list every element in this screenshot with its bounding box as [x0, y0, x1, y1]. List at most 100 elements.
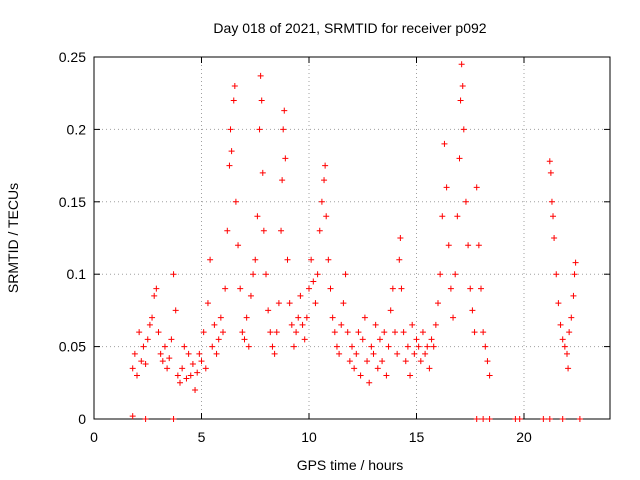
data-point — [374, 365, 381, 372]
data-point — [323, 213, 330, 220]
data-point — [471, 329, 478, 336]
data-point — [368, 343, 375, 350]
data-point — [357, 372, 364, 379]
data-point — [170, 271, 177, 278]
data-point — [230, 97, 237, 104]
data-point — [458, 61, 465, 68]
data-point — [185, 350, 192, 357]
data-point — [398, 285, 405, 292]
data-point — [129, 413, 136, 420]
data-point — [559, 336, 566, 343]
data-point — [177, 379, 183, 386]
data-point — [452, 271, 459, 278]
x-tick-label: 10 — [301, 429, 317, 445]
data-point — [570, 292, 577, 299]
data-point — [293, 329, 300, 336]
data-points — [129, 61, 583, 422]
data-point — [565, 365, 572, 372]
data-point — [540, 416, 547, 422]
data-point — [394, 350, 401, 357]
data-point — [140, 343, 147, 350]
data-point — [281, 107, 288, 114]
data-point — [189, 360, 196, 367]
data-point — [331, 329, 338, 336]
data-point — [322, 162, 329, 169]
data-point — [271, 350, 278, 357]
y-tick-label: 0.05 — [59, 339, 86, 355]
data-point — [426, 365, 433, 372]
data-point — [259, 169, 266, 176]
data-point — [571, 271, 578, 278]
data-point — [174, 372, 181, 379]
data-point — [153, 285, 160, 292]
data-point — [559, 416, 566, 422]
data-point — [486, 416, 493, 422]
data-point — [288, 321, 295, 328]
grid-lines — [94, 57, 610, 419]
data-point — [404, 343, 411, 350]
data-point — [457, 97, 464, 104]
data-point — [435, 300, 441, 307]
data-point — [336, 350, 343, 357]
data-point — [340, 300, 347, 307]
data-point — [299, 321, 306, 328]
data-point — [445, 242, 452, 249]
data-point — [290, 343, 297, 350]
data-point — [361, 314, 368, 321]
data-point — [220, 329, 226, 336]
x-tick-label: 5 — [198, 429, 206, 445]
data-point — [209, 343, 216, 350]
data-point — [437, 271, 444, 278]
data-point — [314, 271, 321, 278]
data-point — [200, 329, 207, 336]
data-point — [267, 329, 274, 336]
data-point — [278, 227, 285, 234]
data-point — [134, 372, 140, 379]
data-point — [351, 365, 358, 372]
data-point — [546, 158, 553, 165]
data-point — [344, 329, 351, 336]
data-point — [273, 329, 280, 336]
data-point — [159, 358, 166, 365]
data-point — [430, 343, 437, 350]
data-point — [327, 285, 334, 292]
y-tick-label: 0.2 — [67, 121, 87, 137]
data-point — [224, 227, 231, 234]
data-point — [469, 307, 476, 314]
data-point — [179, 365, 186, 372]
data-point — [168, 336, 175, 343]
data-point — [460, 126, 467, 133]
data-point — [548, 198, 555, 205]
data-point — [207, 256, 214, 263]
data-point — [131, 350, 138, 357]
data-point — [213, 350, 220, 357]
data-point — [465, 242, 472, 249]
data-point — [353, 350, 360, 357]
data-point — [310, 278, 317, 285]
data-point — [454, 213, 461, 220]
data-point — [170, 416, 177, 422]
data-point — [239, 329, 246, 336]
data-point — [166, 355, 173, 362]
data-point — [447, 285, 454, 292]
data-point — [486, 372, 493, 379]
data-point — [370, 350, 377, 357]
data-point — [297, 292, 304, 299]
data-point — [257, 72, 264, 79]
data-point — [226, 162, 233, 169]
data-point — [561, 343, 568, 350]
data-point — [564, 350, 570, 357]
data-point — [364, 358, 371, 365]
data-point — [227, 126, 234, 133]
data-point — [136, 329, 143, 336]
data-point — [303, 314, 310, 321]
data-point — [456, 155, 463, 162]
data-point — [462, 198, 469, 205]
data-point — [260, 227, 267, 234]
data-point — [480, 416, 487, 422]
data-point — [413, 336, 420, 343]
data-point — [155, 329, 162, 336]
data-point — [392, 329, 398, 336]
y-tick-label: 0 — [78, 411, 86, 427]
